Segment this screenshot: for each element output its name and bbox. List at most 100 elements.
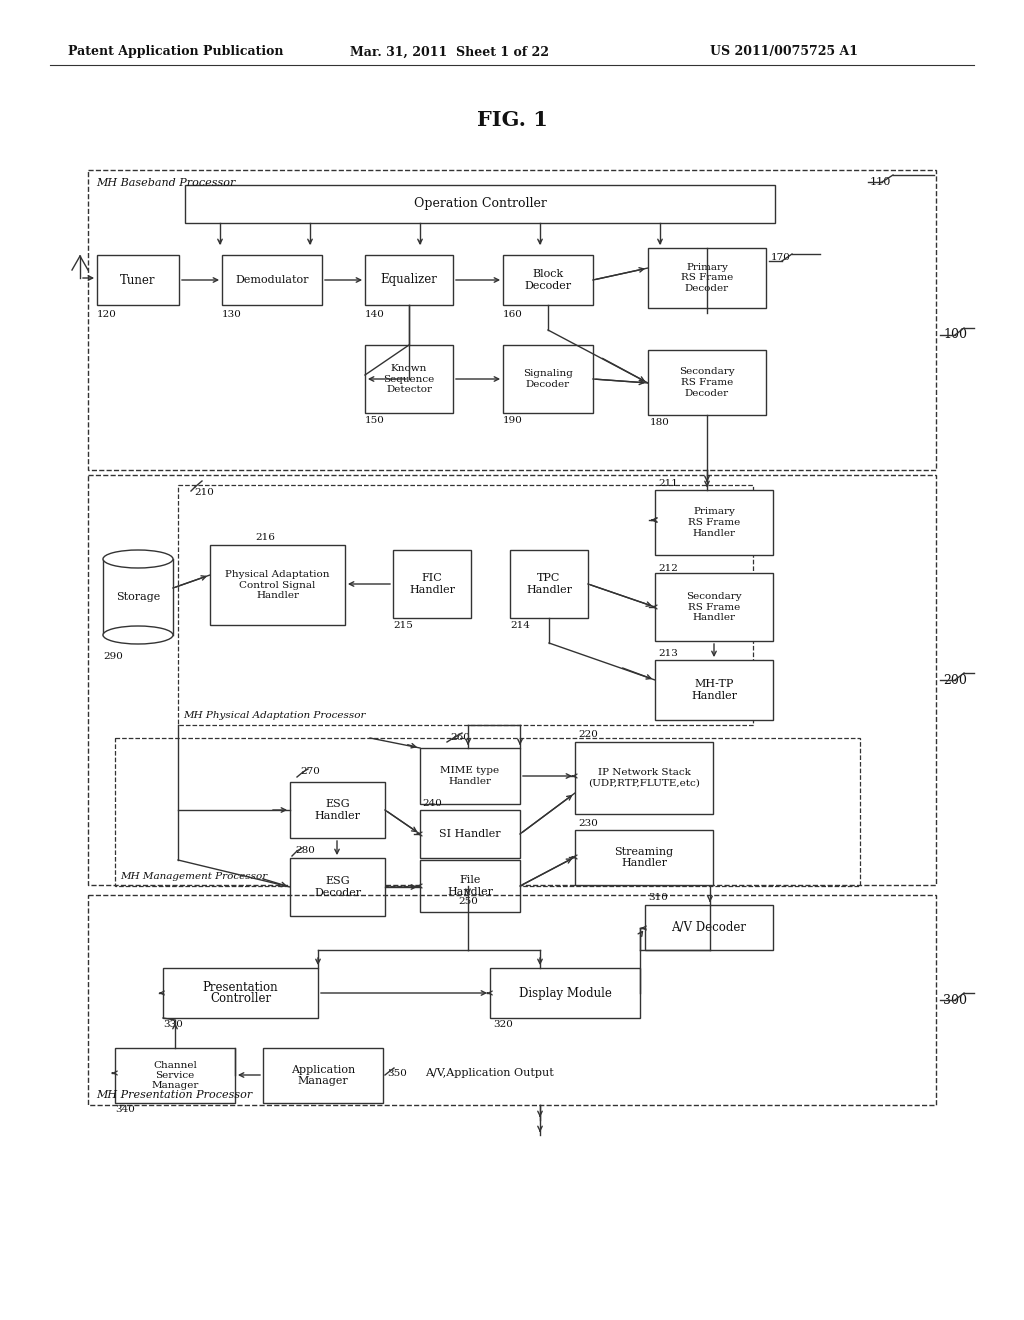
FancyBboxPatch shape — [420, 861, 520, 912]
FancyBboxPatch shape — [510, 550, 588, 618]
Text: 340: 340 — [115, 1105, 135, 1114]
Text: Primary: Primary — [693, 507, 735, 516]
Text: 210: 210 — [194, 488, 214, 498]
Text: RS Frame: RS Frame — [681, 273, 733, 282]
FancyBboxPatch shape — [420, 810, 520, 858]
Text: Handler: Handler — [691, 690, 737, 701]
Text: 230: 230 — [578, 818, 598, 828]
Text: 100: 100 — [943, 329, 967, 342]
FancyBboxPatch shape — [648, 248, 766, 308]
Text: Decoder: Decoder — [524, 281, 571, 290]
Text: 260: 260 — [450, 733, 470, 742]
Text: 190: 190 — [503, 416, 523, 425]
Text: 290: 290 — [103, 652, 123, 661]
Text: Channel: Channel — [153, 1060, 197, 1069]
Text: Handler: Handler — [692, 528, 735, 537]
Text: Handler: Handler — [621, 858, 667, 869]
FancyBboxPatch shape — [490, 968, 640, 1018]
Text: 211: 211 — [658, 479, 678, 488]
Text: Patent Application Publication: Patent Application Publication — [68, 45, 284, 58]
FancyBboxPatch shape — [648, 350, 766, 414]
Text: RS Frame: RS Frame — [681, 378, 733, 387]
Text: 150: 150 — [365, 416, 385, 425]
Text: A/V Decoder: A/V Decoder — [672, 921, 746, 935]
Text: 310: 310 — [648, 894, 668, 902]
Text: Control Signal: Control Signal — [240, 581, 315, 590]
Ellipse shape — [103, 626, 173, 644]
FancyBboxPatch shape — [210, 545, 345, 624]
Text: Secondary: Secondary — [686, 591, 741, 601]
Text: Application: Application — [291, 1065, 355, 1074]
Text: FIC: FIC — [422, 573, 442, 583]
FancyBboxPatch shape — [115, 1048, 234, 1104]
Text: Handler: Handler — [526, 585, 572, 594]
Text: 213: 213 — [658, 649, 678, 657]
Text: 160: 160 — [503, 310, 523, 319]
Ellipse shape — [103, 550, 173, 568]
FancyBboxPatch shape — [655, 490, 773, 554]
Text: Physical Adaptation: Physical Adaptation — [225, 570, 330, 579]
Text: 130: 130 — [222, 310, 242, 319]
Text: Decoder: Decoder — [314, 887, 361, 898]
Text: FIG. 1: FIG. 1 — [476, 110, 548, 129]
Text: Decoder: Decoder — [685, 388, 729, 397]
Text: File: File — [460, 875, 480, 886]
Text: Controller: Controller — [210, 993, 271, 1006]
Text: (UDP,RTP,FLUTE,etc): (UDP,RTP,FLUTE,etc) — [588, 779, 700, 788]
Text: Streaming: Streaming — [614, 847, 674, 857]
Text: Handler: Handler — [449, 776, 492, 785]
FancyBboxPatch shape — [365, 345, 453, 413]
Text: 300: 300 — [943, 994, 967, 1006]
Text: 140: 140 — [365, 310, 385, 319]
Text: Manager: Manager — [298, 1076, 348, 1086]
Text: 350: 350 — [387, 1068, 407, 1077]
Text: Detector: Detector — [386, 385, 432, 393]
Text: Handler: Handler — [409, 585, 455, 594]
Text: 214: 214 — [510, 620, 529, 630]
Text: ESG: ESG — [326, 800, 350, 809]
FancyBboxPatch shape — [655, 573, 773, 642]
Text: Operation Controller: Operation Controller — [414, 198, 547, 210]
Text: 215: 215 — [393, 620, 413, 630]
Text: Tuner: Tuner — [120, 273, 156, 286]
Text: Secondary: Secondary — [679, 367, 735, 376]
Text: 250: 250 — [458, 898, 478, 906]
FancyBboxPatch shape — [575, 830, 713, 884]
FancyBboxPatch shape — [222, 255, 322, 305]
FancyBboxPatch shape — [393, 550, 471, 618]
Text: Handler: Handler — [256, 591, 299, 601]
Text: Equalizer: Equalizer — [381, 273, 437, 286]
FancyBboxPatch shape — [575, 742, 713, 814]
Text: Sequence: Sequence — [383, 375, 434, 384]
FancyBboxPatch shape — [163, 968, 318, 1018]
Text: 180: 180 — [650, 418, 670, 426]
FancyBboxPatch shape — [420, 748, 520, 804]
Text: 270: 270 — [300, 767, 319, 776]
Text: MIME type: MIME type — [440, 766, 500, 775]
Text: SI Handler: SI Handler — [439, 829, 501, 840]
Text: Block: Block — [532, 269, 563, 280]
Text: 330: 330 — [163, 1020, 183, 1030]
FancyBboxPatch shape — [503, 255, 593, 305]
Text: 110: 110 — [870, 177, 891, 187]
Text: Mar. 31, 2011  Sheet 1 of 22: Mar. 31, 2011 Sheet 1 of 22 — [350, 45, 549, 58]
Text: Service: Service — [156, 1071, 195, 1080]
Text: RS Frame: RS Frame — [688, 517, 740, 527]
Text: 240: 240 — [422, 799, 442, 808]
Text: 120: 120 — [97, 310, 117, 319]
Text: Presentation: Presentation — [203, 981, 279, 994]
Text: Primary: Primary — [686, 263, 728, 272]
Text: MH Presentation Processor: MH Presentation Processor — [96, 1090, 252, 1100]
Text: ESG: ESG — [326, 876, 350, 887]
Text: Handler: Handler — [447, 887, 493, 896]
Text: Display Module: Display Module — [518, 986, 611, 999]
Text: Decoder: Decoder — [526, 380, 570, 389]
Text: US 2011/0075725 A1: US 2011/0075725 A1 — [710, 45, 858, 58]
Text: A/V,Application Output: A/V,Application Output — [425, 1068, 554, 1078]
Text: Handler: Handler — [692, 612, 735, 622]
FancyBboxPatch shape — [263, 1048, 383, 1104]
Text: Manager: Manager — [152, 1081, 199, 1090]
FancyBboxPatch shape — [655, 660, 773, 719]
Text: Decoder: Decoder — [685, 284, 729, 293]
Text: MH Management Processor: MH Management Processor — [120, 873, 267, 880]
